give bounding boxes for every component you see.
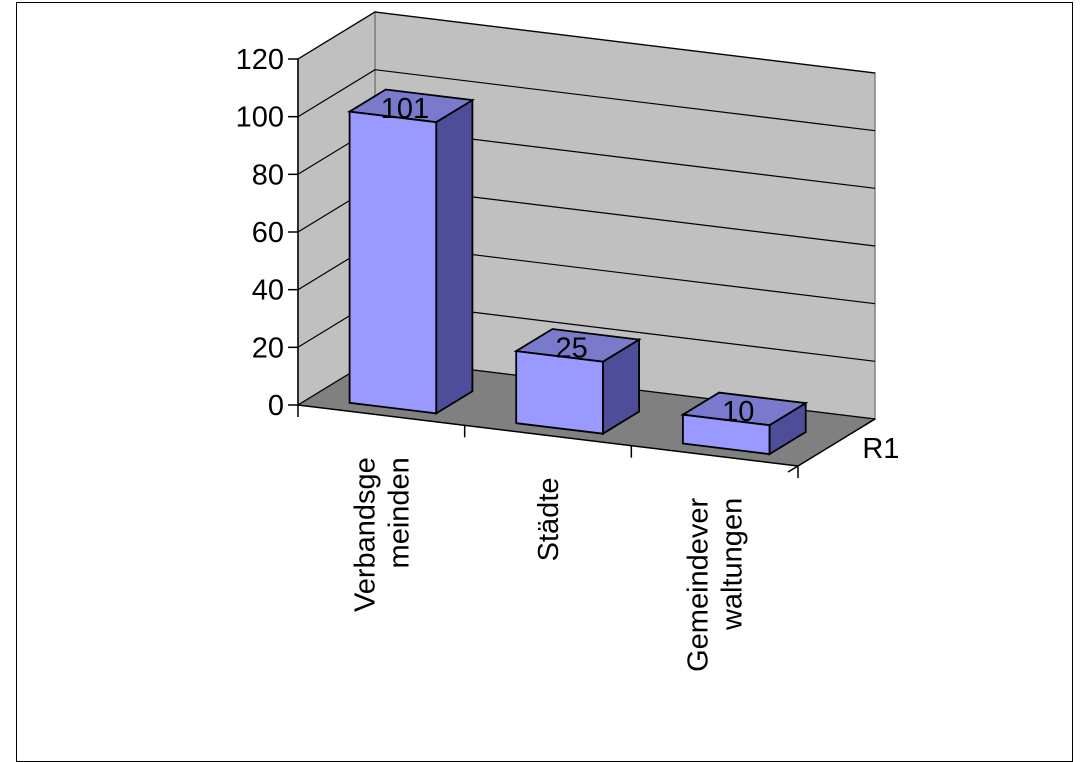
category-label: Gemeindever waltungen bbox=[683, 497, 749, 671]
category-label: Verbandsge meinden bbox=[349, 457, 415, 612]
category-label: Städte bbox=[533, 478, 565, 562]
bar-side bbox=[436, 100, 472, 413]
y-tick-label: 20 bbox=[252, 332, 284, 364]
y-tick-label: 0 bbox=[268, 390, 284, 422]
series-label: R1 bbox=[862, 433, 899, 465]
y-tick-label: 100 bbox=[236, 102, 284, 134]
y-tick-label: 80 bbox=[252, 159, 284, 191]
category-label-line: Verbandsge bbox=[349, 457, 381, 612]
category-label-line: Gemeindever bbox=[683, 497, 715, 671]
y-tick-label: 60 bbox=[252, 217, 284, 249]
y-tick-label: 40 bbox=[252, 275, 284, 307]
category-label-line: Städte bbox=[533, 478, 565, 562]
category-label-line: waltungen bbox=[717, 498, 749, 631]
depth-tick bbox=[788, 466, 798, 472]
data-label: 101 bbox=[381, 93, 429, 125]
data-label: 25 bbox=[556, 332, 588, 364]
data-label: 10 bbox=[722, 396, 754, 428]
y-tick-label: 120 bbox=[236, 44, 284, 76]
bar bbox=[350, 112, 437, 414]
category-label-line: meinden bbox=[383, 457, 415, 568]
